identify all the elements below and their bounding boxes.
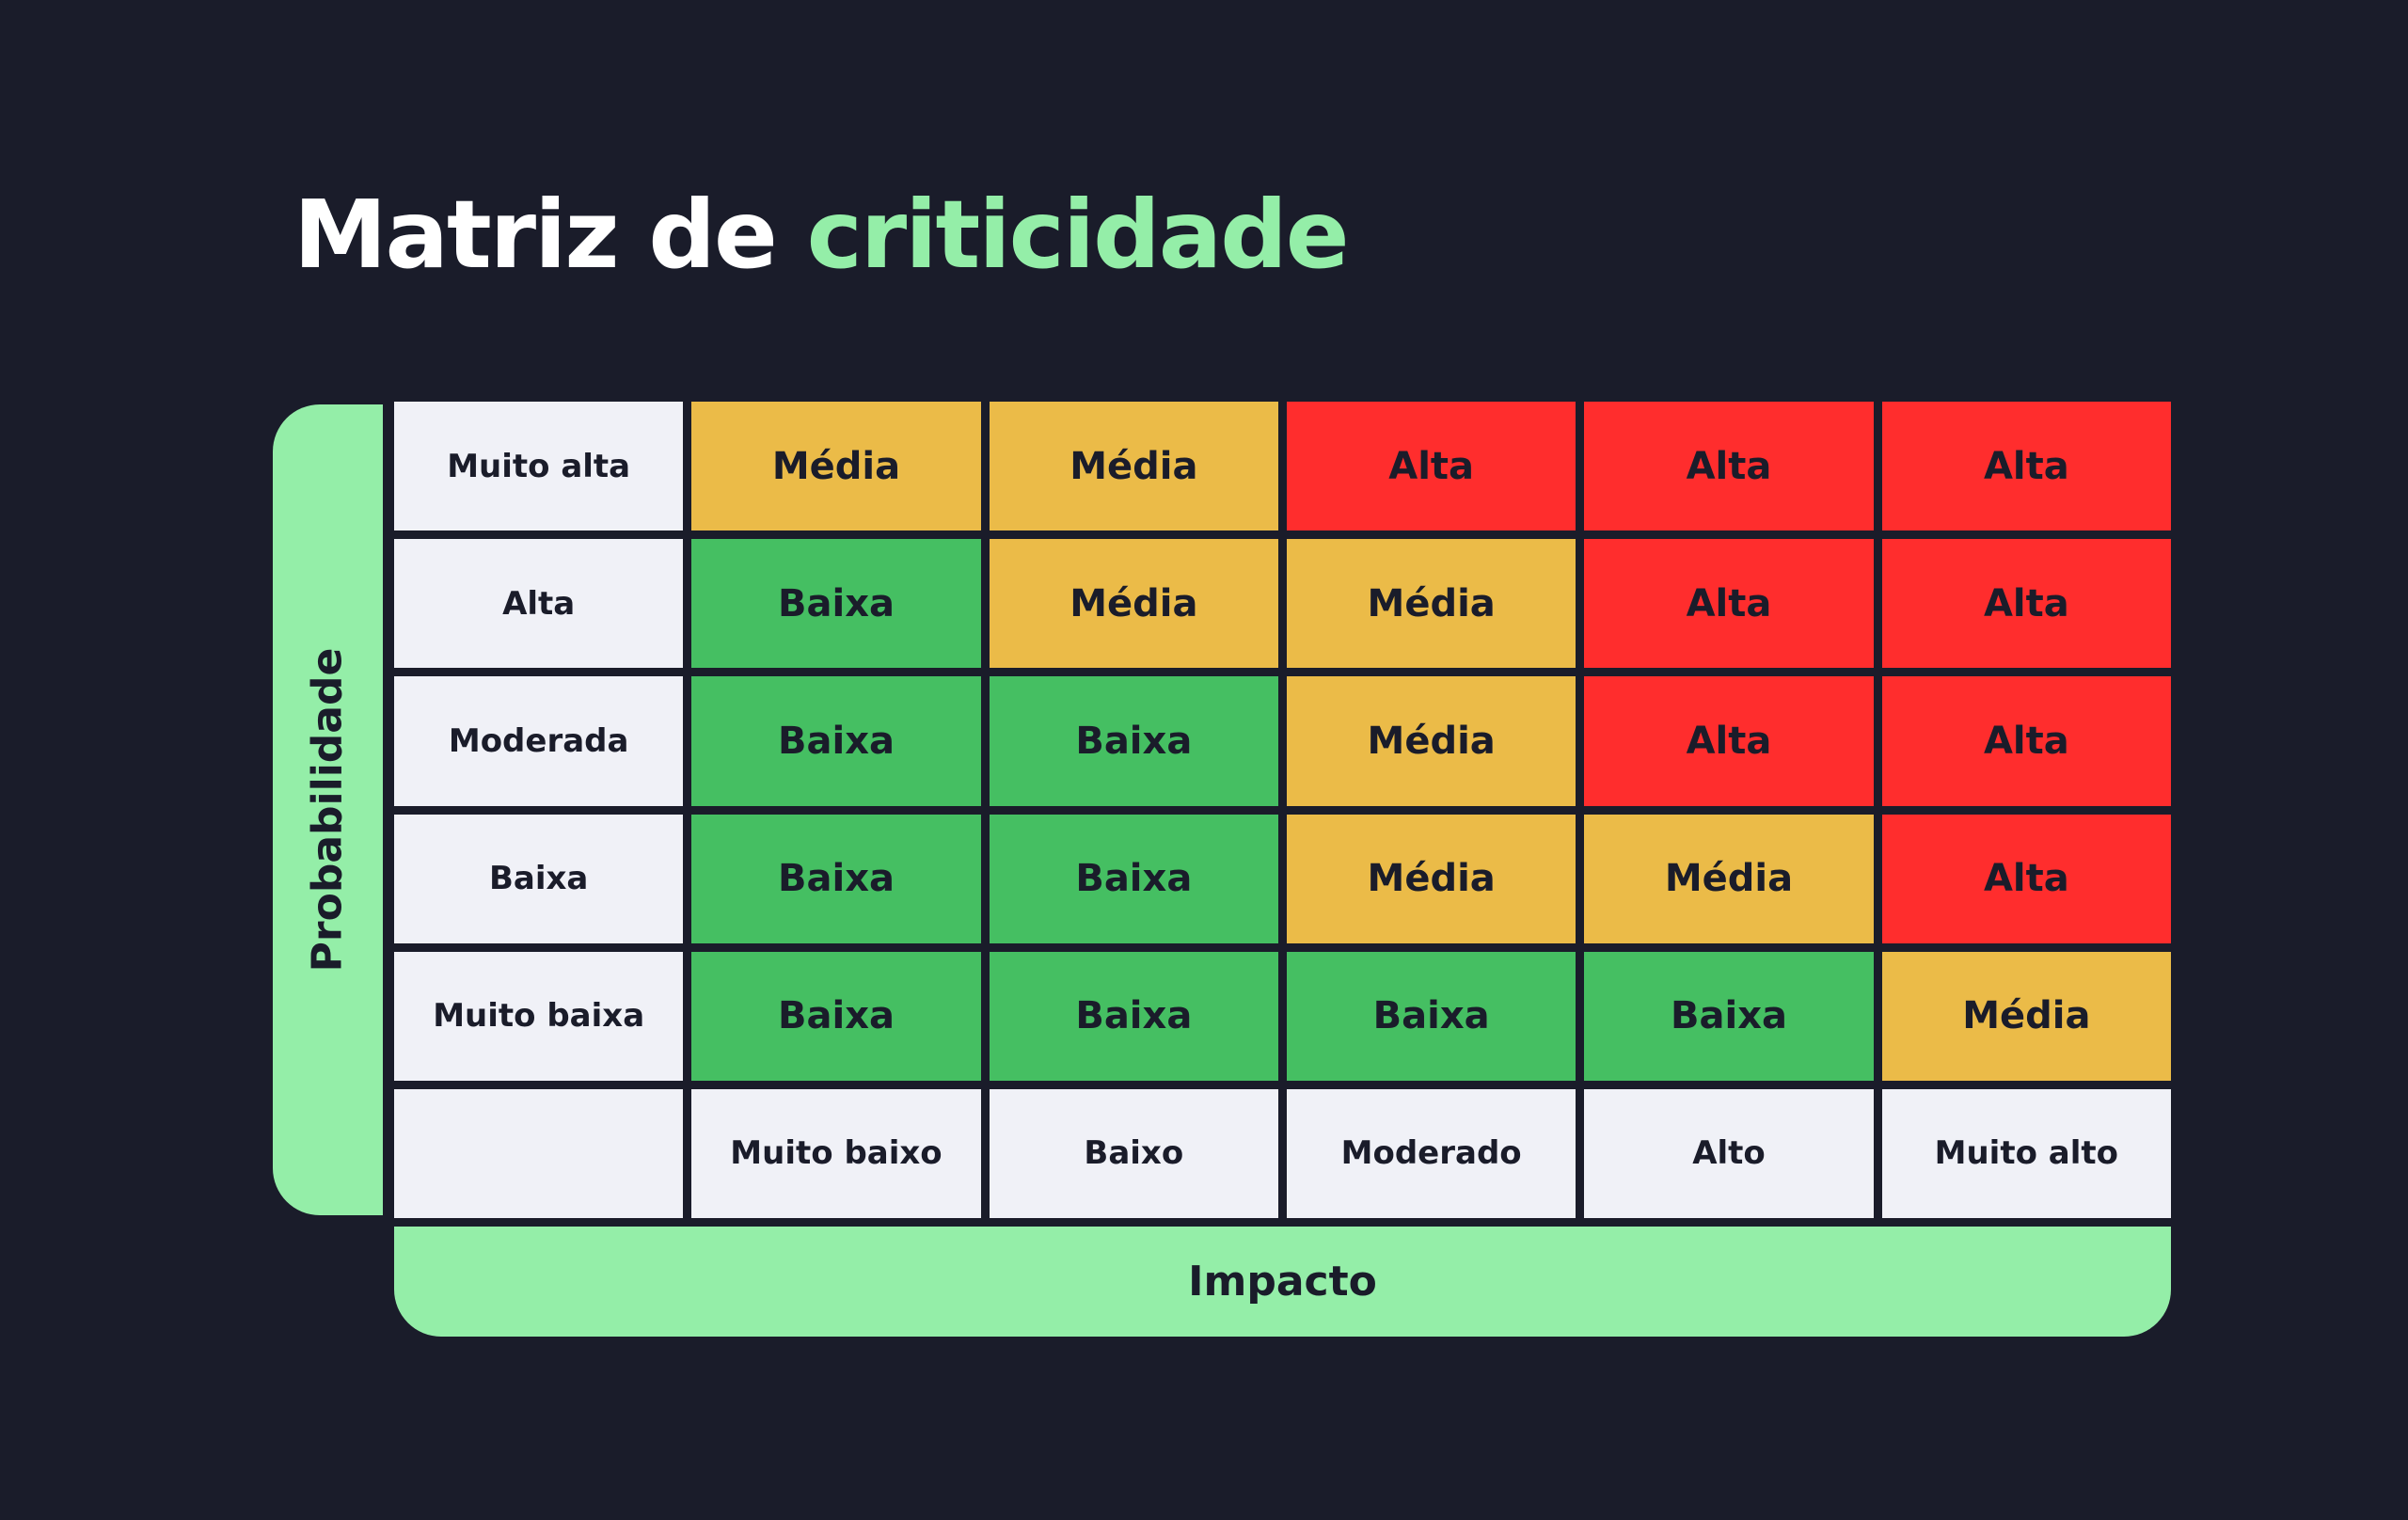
probability-level-label: Muito baixa — [394, 951, 684, 1081]
risk-cell: Média — [989, 402, 1278, 531]
risk-cell: Baixa — [989, 814, 1278, 943]
risk-cell: Alta — [1584, 402, 1874, 531]
risk-cell: Alta — [1881, 676, 2171, 806]
risk-cell: Alta — [1584, 539, 1874, 669]
risk-cell: Média — [1287, 814, 1576, 943]
impact-level-label: Baixo — [989, 1088, 1278, 1218]
risk-cell: Média — [989, 539, 1278, 669]
impact-level-label: Alto — [1584, 1088, 1874, 1218]
risk-cell: Alta — [1881, 814, 2171, 943]
risk-cell: Baixa — [1584, 951, 1874, 1081]
impact-level-label: Muito alto — [1881, 1088, 2171, 1218]
risk-cell: Baixa — [989, 676, 1278, 806]
corner-cell — [394, 1088, 684, 1218]
impact-axis-band: Impacto — [394, 1227, 2171, 1337]
probability-level-label: Muito alta — [394, 402, 684, 531]
risk-cell: Média — [1287, 676, 1576, 806]
risk-cell: Baixa — [691, 676, 981, 806]
risk-cell: Alta — [1881, 539, 2171, 669]
title-highlight: criticidade — [806, 180, 1350, 290]
risk-cell: Baixa — [691, 814, 981, 943]
impact-level-label: Moderado — [1287, 1088, 1576, 1218]
probability-level-label: Baixa — [394, 814, 684, 943]
risk-cell: Alta — [1287, 402, 1576, 531]
probability-axis-band — [273, 404, 383, 1215]
probability-axis-label: Probabilidade — [303, 647, 352, 973]
risk-cell: Média — [1881, 951, 2171, 1081]
risk-cell: Baixa — [989, 951, 1278, 1081]
risk-cell: Média — [1584, 814, 1874, 943]
page-title: Matriz de criticidade — [293, 179, 1350, 292]
title-prefix: Matriz de — [293, 180, 778, 290]
impact-level-label: Muito baixo — [691, 1088, 981, 1218]
criticality-matrix: Muito alta Média Média Alta Alta Alta Alta Baix… — [394, 402, 2171, 1218]
risk-cell: Baixa — [1287, 951, 1576, 1081]
probability-level-label: Alta — [394, 539, 684, 669]
risk-cell: Baixa — [691, 539, 981, 669]
risk-cell: Média — [691, 402, 981, 531]
impact-axis-label: Impacto — [1188, 1258, 1377, 1306]
risk-cell: Baixa — [691, 951, 981, 1081]
risk-cell: Média — [1287, 539, 1576, 669]
probability-level-label: Moderada — [394, 676, 684, 806]
risk-cell: Alta — [1881, 402, 2171, 531]
risk-cell: Alta — [1584, 676, 1874, 806]
